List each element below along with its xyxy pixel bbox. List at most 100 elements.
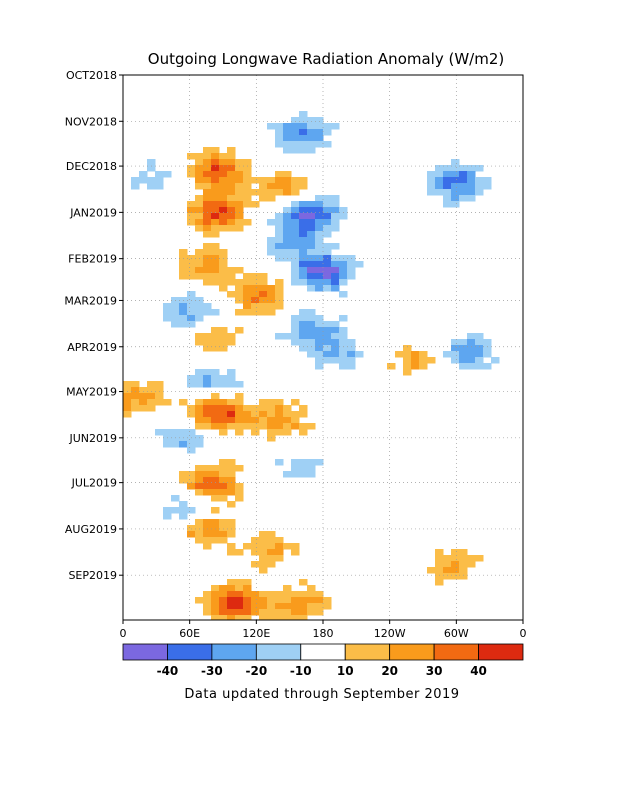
anomaly-cell [323, 273, 332, 280]
anomaly-cell [235, 327, 244, 334]
anomaly-cell [459, 195, 468, 202]
anomaly-cell [267, 411, 276, 418]
anomaly-cell [211, 417, 220, 424]
anomaly-cell [179, 315, 188, 322]
anomaly-cell [211, 531, 220, 538]
anomaly-cell [235, 483, 244, 490]
anomaly-cell [347, 273, 356, 280]
anomaly-cell [219, 159, 228, 166]
anomaly-cell [211, 195, 220, 202]
anomaly-cell [275, 183, 284, 190]
anomaly-cell [219, 279, 228, 286]
anomaly-cell [147, 177, 156, 184]
anomaly-cell [235, 177, 244, 184]
anomaly-cell [219, 423, 228, 430]
anomaly-cell [235, 267, 244, 274]
anomaly-cell [451, 573, 460, 580]
anomaly-cell [211, 279, 220, 286]
anomaly-cell [227, 597, 236, 604]
anomaly-cell [275, 405, 284, 412]
anomaly-cell [251, 423, 260, 430]
anomaly-cell [291, 615, 300, 620]
anomaly-cell [475, 351, 484, 358]
anomaly-cell [451, 561, 460, 568]
anomaly-cell [251, 309, 260, 316]
anomaly-cell [331, 357, 340, 364]
anomaly-cell [403, 363, 412, 370]
anomaly-cell [291, 591, 300, 598]
anomaly-cell [323, 327, 332, 334]
anomaly-cell [315, 597, 324, 604]
anomaly-cell [427, 177, 436, 184]
anomaly-cell [219, 333, 228, 340]
colorbar-swatch [344, 643, 391, 661]
anomaly-cell [243, 423, 252, 430]
anomaly-cell [451, 201, 460, 208]
anomaly-cell [219, 225, 228, 232]
anomaly-cell [227, 519, 236, 526]
anomaly-cell [291, 543, 300, 550]
anomaly-cell [195, 405, 204, 412]
anomaly-cell [219, 417, 228, 424]
anomaly-cell [395, 351, 404, 358]
anomaly-cell [331, 213, 340, 220]
anomaly-cell [203, 189, 212, 196]
anomaly-cell [315, 225, 324, 232]
anomaly-cell [219, 327, 228, 334]
anomaly-cell [187, 201, 196, 208]
anomaly-cell [227, 183, 236, 190]
anomaly-cell [195, 171, 204, 178]
anomaly-cell [299, 579, 308, 586]
anomaly-cell [299, 237, 308, 244]
anomaly-cell [315, 135, 324, 142]
anomaly-cell [315, 315, 324, 322]
anomaly-cell [283, 603, 292, 610]
anomaly-cell [475, 339, 484, 346]
anomaly-cell [435, 177, 444, 184]
anomaly-cell [235, 171, 244, 178]
anomaly-cell [467, 333, 476, 340]
anomaly-cell [227, 291, 236, 298]
anomaly-cell [155, 171, 164, 178]
anomaly-cell [211, 399, 220, 406]
anomaly-cell [243, 171, 252, 178]
anomaly-cell [403, 345, 412, 352]
anomaly-cell [195, 303, 204, 310]
anomaly-cell [307, 585, 316, 592]
anomaly-cell [307, 273, 316, 280]
anomaly-cell [155, 381, 164, 388]
anomaly-cell [227, 591, 236, 598]
anomaly-cell [195, 159, 204, 166]
anomaly-cell [211, 255, 220, 262]
anomaly-cell [307, 129, 316, 136]
anomaly-cell [483, 351, 492, 358]
anomaly-cell [283, 405, 292, 412]
anomaly-cell [307, 123, 316, 130]
anomaly-cell [291, 213, 300, 220]
anomaly-cell [227, 405, 236, 412]
anomaly-cell [211, 519, 220, 526]
anomaly-cell [235, 189, 244, 196]
anomaly-cell [451, 195, 460, 202]
anomaly-cell [267, 591, 276, 598]
anomaly-cell [459, 567, 468, 574]
anomaly-cell [275, 555, 284, 562]
anomaly-cell [235, 429, 244, 436]
anomaly-cell [275, 303, 284, 310]
anomaly-cell [315, 285, 324, 292]
anomaly-cell [283, 423, 292, 430]
anomaly-cell [451, 177, 460, 184]
y-tick-label: APR2019 [67, 341, 117, 354]
anomaly-cell [203, 597, 212, 604]
anomaly-cell [331, 207, 340, 214]
anomaly-cell [235, 309, 244, 316]
anomaly-cell [435, 555, 444, 562]
anomaly-cell [267, 561, 276, 568]
anomaly-cell [299, 243, 308, 250]
x-tick-label: 180 [313, 627, 334, 640]
anomaly-cell [267, 417, 276, 424]
anomaly-cell [299, 339, 308, 346]
anomaly-cell [243, 585, 252, 592]
anomaly-cell [131, 177, 140, 184]
anomaly-cell [283, 141, 292, 148]
